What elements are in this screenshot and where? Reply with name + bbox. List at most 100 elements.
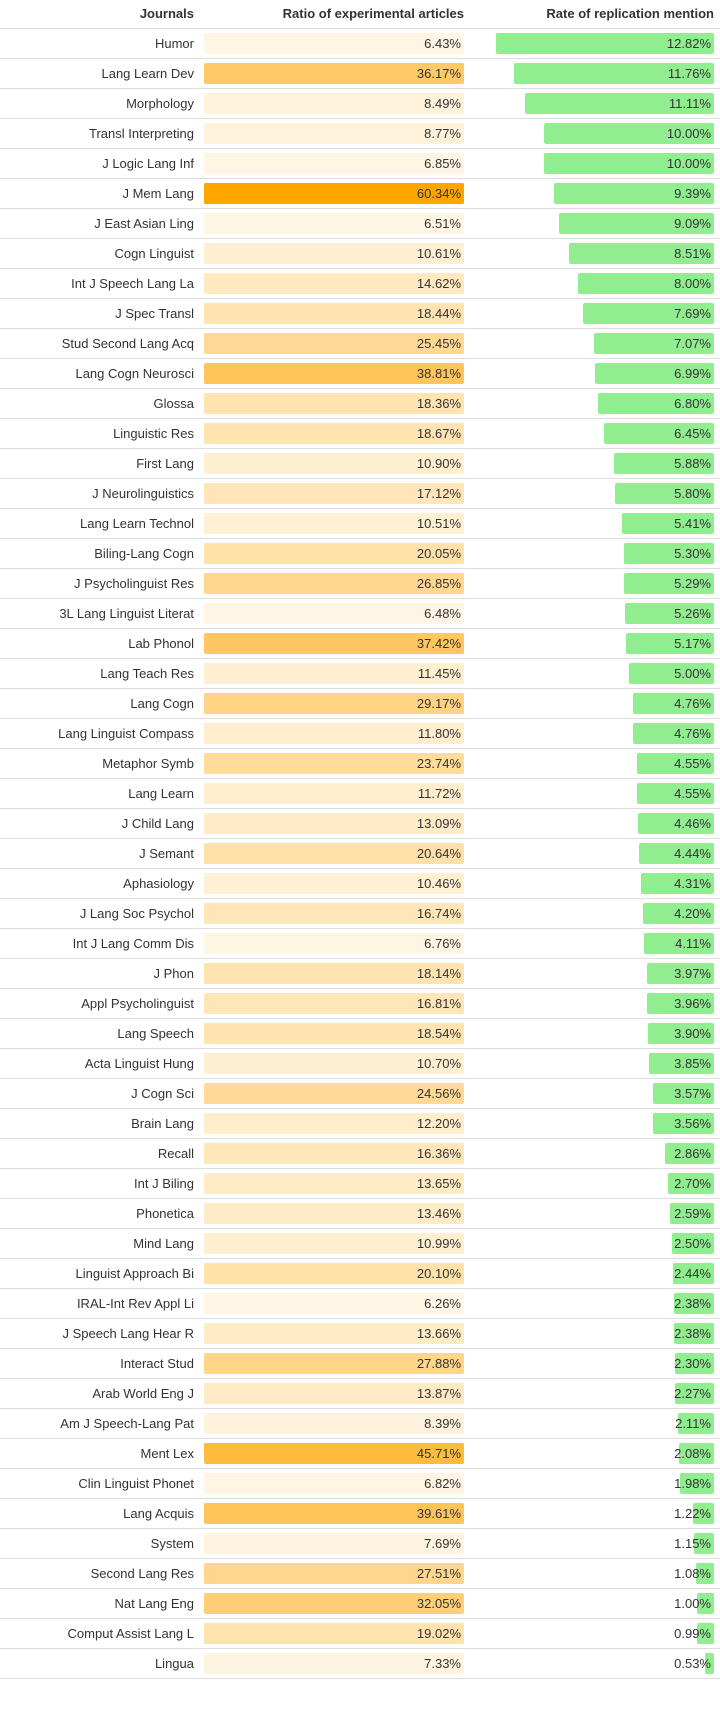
table-row: Linguist Approach Bi 20.10% 2.44%	[0, 1259, 720, 1289]
table-row: J Cogn Sci 24.56% 3.57%	[0, 1079, 720, 1109]
ratio-value: 8.49%	[424, 96, 461, 111]
journal-name: Int J Speech Lang La	[71, 276, 194, 291]
ratio-value: 25.45%	[416, 336, 461, 351]
ratio-heat-bar	[204, 723, 464, 744]
rate-value: 2.38%	[674, 1296, 711, 1311]
journal-name: Brain Lang	[131, 1116, 194, 1131]
rate-bar	[640, 873, 714, 894]
rate-cell: 5.88%	[474, 449, 714, 478]
table-row: System 7.69% 1.15%	[0, 1529, 720, 1559]
rate-cell: 4.55%	[474, 749, 714, 778]
rate-cell: 4.31%	[474, 869, 714, 898]
rate-value: 4.20%	[674, 906, 711, 921]
ratio-heat-bar	[204, 1053, 464, 1074]
rate-bar	[648, 1053, 714, 1074]
rate-cell: 2.86%	[474, 1139, 714, 1168]
rate-cell: 11.76%	[474, 59, 714, 88]
ratio-value: 13.65%	[416, 1176, 461, 1191]
rate-bar	[653, 1113, 714, 1134]
table-row: Glossa 18.36% 6.80%	[0, 389, 720, 419]
table-row: Lang Cogn Neurosci 38.81% 6.99%	[0, 359, 720, 389]
journal-name: Nat Lang Eng	[114, 1596, 194, 1611]
journal-name: Lab Phonol	[128, 636, 194, 651]
rate-bar	[593, 333, 714, 354]
rate-value: 5.00%	[674, 666, 711, 681]
ratio-cell: 18.67%	[204, 419, 464, 448]
ratio-cell: 38.81%	[204, 359, 464, 388]
rate-cell: 4.11%	[474, 929, 714, 958]
journal-name: Lang Teach Res	[100, 666, 194, 681]
ratio-heat-bar	[204, 1383, 464, 1404]
rate-bar	[647, 1023, 714, 1044]
ratio-heat-bar	[204, 1533, 464, 1554]
journal-name: Int J Biling	[134, 1176, 194, 1191]
rate-bar	[633, 723, 714, 744]
ratio-cell: 26.85%	[204, 569, 464, 598]
rate-cell: 8.51%	[474, 239, 714, 268]
rate-value: 2.59%	[674, 1206, 711, 1221]
journal-name: J Phon	[153, 966, 194, 981]
rate-cell: 5.17%	[474, 629, 714, 658]
journal-name: Lang Linguist Compass	[58, 726, 194, 741]
rate-value: 2.50%	[674, 1236, 711, 1251]
journal-name: 3L Lang Linguist Literat	[59, 606, 194, 621]
journal-name: Clin Linguist Phonet	[78, 1476, 194, 1491]
table-row: Linguistic Res 18.67% 6.45%	[0, 419, 720, 449]
table-row: First Lang 10.90% 5.88%	[0, 449, 720, 479]
ratio-heat-bar	[204, 603, 464, 624]
ratio-heat-bar	[204, 663, 464, 684]
table-row: J Psycholinguist Res 26.85% 5.29%	[0, 569, 720, 599]
rate-bar	[638, 843, 714, 864]
ratio-heat-bar	[204, 213, 464, 234]
ratio-heat-bar	[204, 243, 464, 264]
journal-name: IRAL-Int Rev Appl Li	[76, 1296, 194, 1311]
rate-cell: 2.11%	[474, 1409, 714, 1438]
rate-bar	[595, 363, 714, 384]
rate-value: 10.00%	[666, 156, 711, 171]
rate-cell: 9.39%	[474, 179, 714, 208]
rate-bar	[622, 513, 714, 534]
journal-name: Lang Learn	[128, 786, 194, 801]
ratio-value: 6.43%	[424, 36, 461, 51]
rate-value: 5.30%	[674, 546, 711, 561]
journal-name: Interact Stud	[120, 1356, 194, 1371]
rate-bar	[615, 483, 714, 504]
ratio-value: 10.70%	[416, 1056, 461, 1071]
journal-name: Metaphor Symb	[102, 756, 194, 771]
table-row: J Neurolinguistics 17.12% 5.80%	[0, 479, 720, 509]
ratio-cell: 11.45%	[204, 659, 464, 688]
ratio-cell: 18.54%	[204, 1019, 464, 1048]
journal-name: Lingua	[154, 1656, 194, 1671]
rate-cell: 0.99%	[474, 1619, 714, 1648]
rate-value: 5.80%	[674, 486, 711, 501]
journal-name: Glossa	[153, 396, 194, 411]
journal-name: Comput Assist Lang L	[67, 1626, 194, 1641]
rate-bar	[678, 1443, 714, 1464]
rate-cell: 2.38%	[474, 1319, 714, 1348]
ratio-value: 10.46%	[416, 876, 461, 891]
table-row: J East Asian Ling 6.51% 9.09%	[0, 209, 720, 239]
ratio-cell: 10.99%	[204, 1229, 464, 1258]
journal-name: System	[150, 1536, 194, 1551]
ratio-cell: 29.17%	[204, 689, 464, 718]
rate-value: 4.11%	[675, 936, 711, 951]
ratio-value: 36.17%	[416, 66, 461, 81]
ratio-heat-bar	[204, 183, 464, 204]
rate-cell: 4.20%	[474, 899, 714, 928]
rate-value: 7.07%	[674, 336, 711, 351]
table-row: Morphology 8.49% 11.11%	[0, 89, 720, 119]
table-row: J Spec Transl 18.44% 7.69%	[0, 299, 720, 329]
rate-cell: 5.00%	[474, 659, 714, 688]
journal-name: Cogn Linguist	[114, 246, 195, 261]
rate-value: 3.85%	[674, 1056, 711, 1071]
ratio-heat-bar	[204, 1353, 464, 1374]
journal-name: Biling-Lang Cogn	[94, 546, 194, 561]
rate-cell: 10.00%	[474, 149, 714, 178]
rate-cell: 6.45%	[474, 419, 714, 448]
ratio-value: 20.64%	[416, 846, 461, 861]
ratio-heat-bar	[204, 843, 464, 864]
table-row: Lang Teach Res 11.45% 5.00%	[0, 659, 720, 689]
rate-value: 9.09%	[674, 216, 711, 231]
journal-name: Lang Cogn	[130, 696, 194, 711]
rate-bar	[577, 273, 714, 294]
